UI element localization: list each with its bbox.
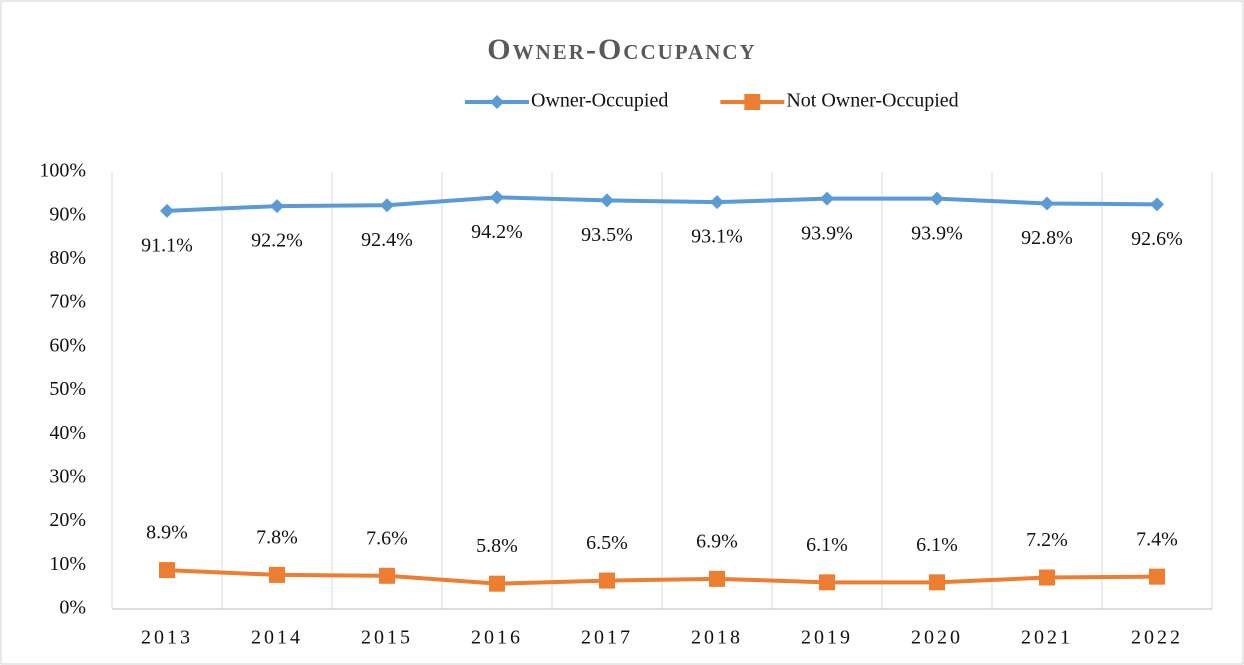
y-tick-label: 40% — [49, 422, 86, 444]
marker — [270, 199, 284, 214]
marker — [744, 94, 761, 110]
marker — [1039, 569, 1055, 586]
x-tick-label: 2022 — [1131, 627, 1183, 649]
y-tick-label: 90% — [49, 203, 86, 225]
data-label: 5.8% — [476, 535, 518, 557]
marker — [379, 567, 395, 584]
data-label: 6.5% — [586, 532, 628, 554]
marker — [490, 95, 504, 109]
x-tick-label: 2015 — [361, 627, 413, 649]
marker — [1150, 197, 1164, 212]
data-label: 93.9% — [801, 222, 853, 244]
data-label: 8.9% — [146, 522, 188, 544]
chart-title: Owner-Occupancy — [487, 33, 756, 66]
x-tick-label: 2017 — [581, 627, 633, 649]
marker — [159, 562, 175, 579]
data-label: 7.2% — [1026, 529, 1068, 551]
series-line — [166, 195, 1158, 213]
data-label: 94.2% — [471, 221, 523, 243]
marker — [1040, 196, 1054, 211]
x-tick-label: 2014 — [251, 627, 303, 649]
marker — [930, 191, 944, 206]
marker — [710, 195, 724, 210]
data-label: 93.1% — [691, 226, 743, 248]
y-tick-label: 60% — [49, 334, 86, 356]
marker — [1149, 568, 1165, 585]
marker — [380, 198, 394, 213]
y-tick-label: 0% — [59, 597, 86, 619]
data-label: 91.1% — [141, 234, 193, 256]
marker — [820, 191, 834, 206]
legend-label: Not Owner-Occupied — [786, 90, 958, 112]
data-label: 93.5% — [581, 224, 633, 246]
data-label: 92.4% — [361, 229, 413, 251]
data-label: 7.8% — [256, 527, 298, 549]
x-tick-label: 2013 — [141, 627, 193, 649]
x-tick-label: 2019 — [801, 627, 853, 649]
marker — [709, 570, 725, 587]
y-tick-label: 70% — [49, 291, 86, 313]
x-tick-label: 2018 — [691, 627, 743, 649]
data-label: 92.8% — [1021, 227, 1073, 249]
marker — [599, 572, 615, 589]
data-label: 93.9% — [911, 222, 963, 244]
data-label: 6.1% — [916, 534, 958, 556]
marker — [600, 193, 614, 208]
y-tick-label: 30% — [49, 465, 86, 487]
marker — [819, 574, 835, 591]
marker — [490, 190, 504, 205]
marker — [929, 574, 945, 591]
marker — [489, 575, 505, 592]
data-label: 92.2% — [251, 230, 303, 252]
legend-label: Owner-Occupied — [531, 90, 668, 112]
marker — [269, 566, 285, 583]
data-label: 7.4% — [1136, 528, 1178, 550]
data-label: 92.6% — [1131, 228, 1183, 250]
y-tick-label: 80% — [49, 247, 86, 269]
data-label: 6.9% — [696, 530, 738, 552]
x-tick-label: 2021 — [1021, 627, 1073, 649]
data-label: 7.6% — [366, 527, 408, 549]
y-tick-label: 100% — [39, 160, 86, 182]
x-tick-label: 2016 — [471, 627, 523, 649]
y-tick-label: 10% — [49, 553, 86, 575]
y-tick-label: 50% — [49, 378, 86, 400]
series-line — [166, 568, 1158, 586]
x-tick-label: 2020 — [911, 627, 963, 649]
marker — [160, 203, 174, 218]
y-tick-label: 20% — [49, 509, 86, 531]
data-label: 6.1% — [806, 534, 848, 556]
